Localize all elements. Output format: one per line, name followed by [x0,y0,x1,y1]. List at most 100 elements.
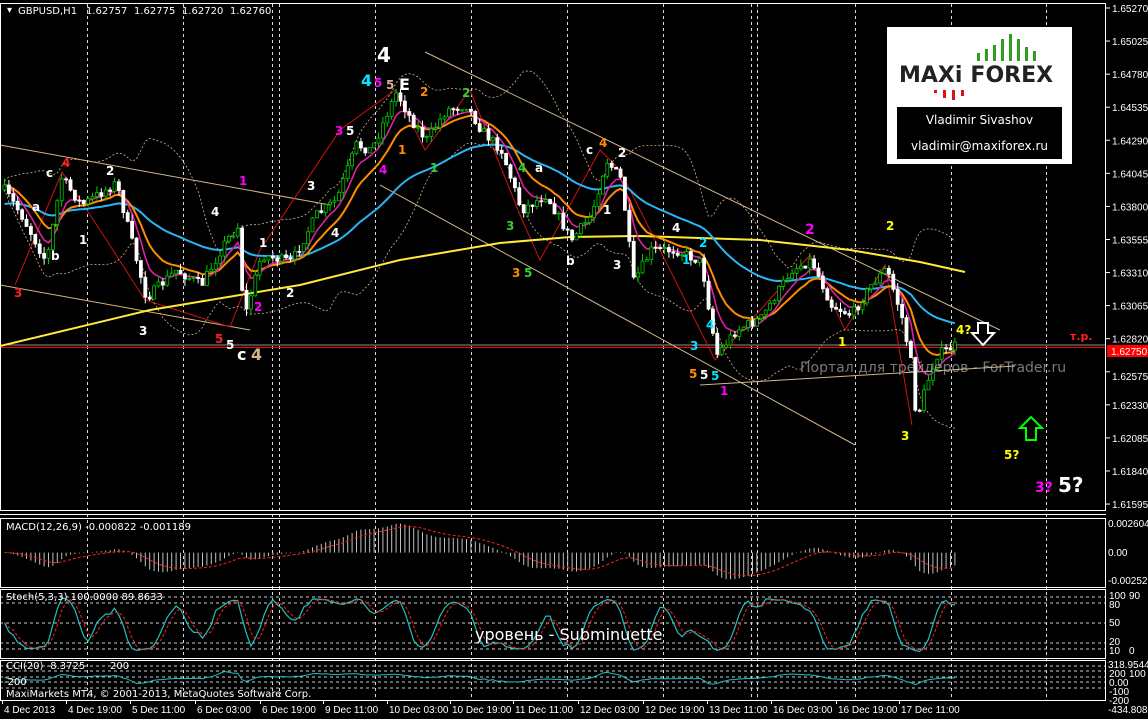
price-label: 1.63065 [1112,302,1148,313]
time-label: 11 Dec 11:00 [515,705,573,716]
wave-zigzag-line [14,88,913,426]
panel-frames [0,3,1106,701]
bear-candle [565,228,570,231]
wave-label: 1 [398,143,406,157]
bull-candle [103,189,108,197]
bull-candle [376,137,381,144]
macd-axis-label: 0.002604 [1108,519,1148,530]
bull-candle [763,309,768,316]
bull-candle [777,285,781,302]
bull-candle [191,277,196,279]
bull-candle [926,379,931,391]
bull-candle [737,329,742,337]
wave-label: 5? [1004,448,1019,462]
logo-brand: MAXi FOREX [899,63,1053,88]
bull-candle [490,137,495,141]
wave-label: 1 [79,233,87,247]
wave-label: 5 [215,332,223,346]
bull-candle [222,240,227,257]
collapse-icon[interactable]: ▾ [7,5,12,16]
time-label: 12 Dec 19:00 [645,705,705,716]
time-label: 5 Dec 11:00 [132,705,186,716]
bull-candle [535,200,539,207]
bear-candle [81,200,86,205]
wave-label: 2 [420,85,428,99]
bars-icon [977,34,1036,61]
wave-label: a [535,161,543,175]
ohlc-close: 1.62760 [230,6,271,17]
bear-candle [468,108,473,112]
price-label: 1.65025 [1112,37,1148,48]
wave-label: 4 [62,156,70,170]
bull-candle [579,223,583,234]
bear-candle [618,168,623,178]
bear-candle [486,128,491,141]
wave-label: 3? [1035,480,1053,496]
bull-candle [724,344,728,348]
bear-candle [825,288,830,301]
bear-candle [200,278,205,286]
bull-candle [860,302,865,311]
wave-label: E [399,75,410,94]
bear-candle [270,255,275,259]
bear-candle [917,409,922,412]
stoch-signal-line [4,598,956,651]
bull-candle [328,201,333,205]
bull-candle [574,233,579,241]
bear-candle [77,199,82,202]
channel-line [379,184,856,446]
bear-candle [504,152,509,166]
bear-candle [570,229,574,241]
panel-frame [0,660,1106,701]
bull-candle [235,227,240,237]
bear-candle [667,247,671,253]
logo-brand-left: MAXi [899,63,963,88]
price-label: 1.64045 [1112,169,1148,180]
bear-candle [821,275,825,290]
bull-candle [865,288,869,304]
time-label: 6 Dec 03:00 [197,705,251,716]
bull-candle [336,191,341,202]
bull-candle [345,165,350,180]
cci-axis-label: 0.00 [1109,678,1129,689]
bear-candle [614,166,618,170]
author-email[interactable]: vladimir@maxiforex.ru [910,139,1049,153]
time-label: 10 Dec 03:00 [389,705,449,716]
bull-candle [424,136,429,138]
cci-axis-label: -100 [1109,687,1129,698]
bull-candle [59,178,64,202]
wave-label: 1 [838,335,846,349]
wave-label: b [51,249,60,263]
bull-candle [51,224,55,250]
bull-candle [636,272,640,278]
cci-axis-label: 200 [1109,669,1126,680]
bull-candle [332,200,337,203]
bear-candle [138,260,143,278]
bear-candle [711,308,715,334]
bear-candle [856,306,860,311]
watermark: Портал для трейдеров - ForTrader.ru [800,360,1067,376]
bull-candle [301,243,306,252]
wave-label: 4 [211,205,219,219]
red-bars-icon [934,90,964,100]
price-label: 1.62575 [1112,372,1148,383]
price-label: 1.62085 [1112,434,1148,445]
cci-level-200: 200 [110,661,129,672]
bear-candle [693,259,698,263]
bull-candle [601,175,605,195]
bull-candle [543,199,548,203]
bull-candle [380,122,385,139]
time-label: 4 Dec 2013 [4,705,56,716]
bull-candle [741,326,746,331]
wave-label: 1 [239,174,247,188]
bear-candle [477,123,482,132]
wave-label: 5 [346,124,354,138]
wave-label: 4 [599,136,607,150]
bear-candle [68,179,73,191]
bear-candle [451,108,456,111]
bull-candle [209,268,214,272]
stoch-axis-label: 100 [1109,591,1126,602]
bull-candle [680,254,684,257]
